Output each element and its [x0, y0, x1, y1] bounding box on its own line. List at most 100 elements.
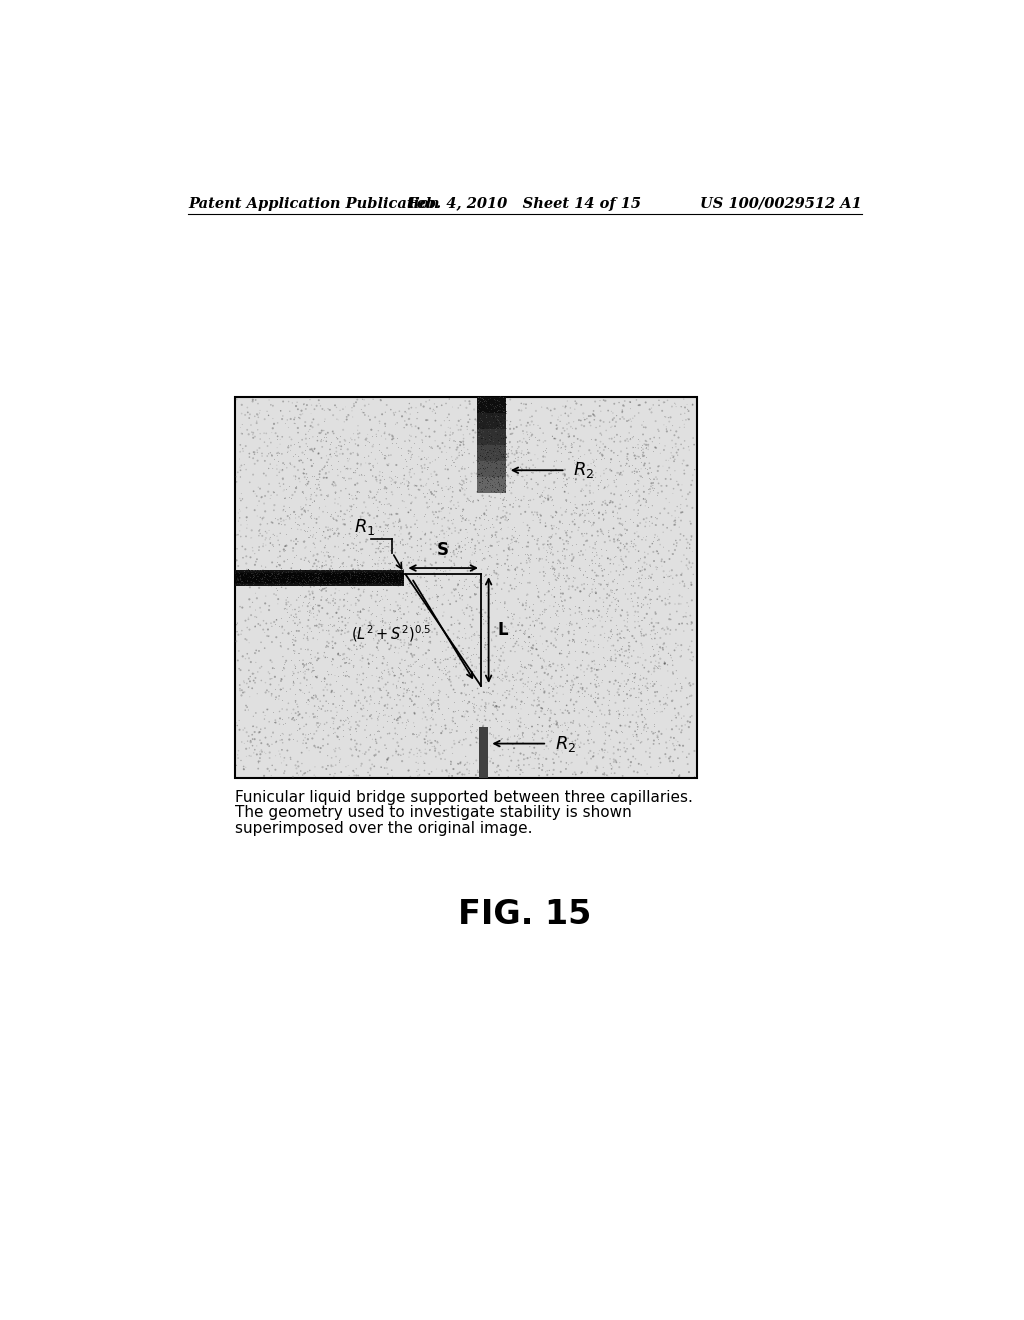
Point	[291, 649, 307, 671]
Point	[385, 673, 401, 694]
Point	[444, 422, 461, 444]
Point	[453, 504, 469, 525]
Point	[327, 632, 343, 653]
Point	[232, 515, 249, 536]
Point	[256, 409, 272, 430]
Point	[348, 635, 365, 656]
Point	[455, 578, 471, 599]
Point	[683, 527, 699, 548]
Point	[492, 759, 508, 780]
Point	[513, 692, 529, 713]
Point	[585, 404, 601, 425]
Point	[513, 414, 529, 436]
Point	[534, 759, 550, 780]
Point	[384, 552, 400, 573]
Point	[300, 516, 316, 537]
Point	[486, 694, 503, 715]
Point	[379, 748, 395, 770]
Point	[355, 688, 372, 709]
Point	[274, 480, 291, 502]
Point	[355, 403, 372, 424]
Point	[333, 762, 349, 783]
Point	[493, 645, 509, 667]
Point	[396, 630, 413, 651]
Point	[447, 701, 464, 722]
Point	[313, 615, 330, 636]
Point	[607, 599, 624, 620]
Point	[327, 445, 343, 466]
Point	[400, 747, 417, 768]
Point	[673, 510, 689, 531]
Point	[513, 458, 529, 479]
Point	[673, 645, 689, 667]
Point	[527, 457, 544, 478]
Point	[492, 667, 508, 688]
Point	[615, 690, 632, 711]
Point	[628, 449, 644, 470]
Point	[483, 591, 500, 612]
Point	[394, 405, 411, 426]
Point	[555, 432, 571, 453]
Point	[274, 426, 291, 447]
Point	[373, 425, 389, 446]
Point	[617, 741, 634, 762]
Point	[602, 491, 618, 512]
Point	[245, 428, 261, 449]
Point	[561, 513, 578, 535]
Point	[302, 644, 318, 665]
Point	[620, 671, 636, 692]
Point	[343, 556, 359, 577]
Point	[546, 577, 562, 598]
Point	[372, 590, 388, 611]
Point	[287, 692, 303, 713]
Point	[300, 471, 316, 492]
Point	[498, 688, 514, 709]
Point	[641, 693, 657, 714]
Point	[238, 648, 254, 669]
Point	[231, 678, 248, 700]
Point	[336, 711, 352, 733]
Point	[407, 576, 423, 597]
Point	[385, 744, 401, 766]
Point	[644, 645, 660, 667]
Point	[629, 725, 645, 746]
Point	[331, 729, 347, 750]
Point	[329, 619, 345, 640]
Point	[278, 566, 294, 587]
Point	[488, 598, 505, 619]
Point	[530, 645, 547, 667]
Point	[431, 682, 447, 704]
Point	[336, 503, 352, 524]
Point	[567, 692, 584, 713]
Point	[563, 521, 580, 543]
Point	[305, 587, 322, 609]
Point	[261, 428, 278, 449]
Point	[268, 442, 285, 463]
Point	[373, 665, 389, 686]
Point	[399, 611, 416, 632]
Point	[676, 620, 692, 642]
Point	[633, 733, 649, 754]
Point	[646, 722, 663, 743]
Point	[346, 396, 362, 417]
Point	[573, 479, 590, 500]
Point	[504, 543, 520, 564]
Point	[546, 473, 562, 494]
Point	[556, 482, 572, 503]
Point	[555, 601, 571, 622]
Point	[322, 764, 338, 785]
Point	[597, 499, 613, 520]
Point	[538, 545, 554, 566]
Point	[339, 647, 355, 668]
Point	[612, 432, 629, 453]
Point	[534, 657, 550, 678]
Point	[606, 673, 623, 694]
Point	[334, 697, 350, 718]
Point	[519, 494, 536, 515]
Point	[360, 601, 377, 622]
Point	[552, 557, 568, 578]
Point	[404, 458, 421, 479]
Point	[529, 689, 546, 710]
Point	[276, 487, 293, 508]
Point	[460, 440, 476, 461]
